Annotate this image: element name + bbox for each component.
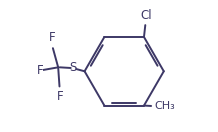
Text: S: S [70, 62, 77, 74]
Text: F: F [56, 90, 63, 103]
Text: Cl: Cl [140, 9, 152, 22]
Text: CH₃: CH₃ [154, 101, 175, 111]
Text: F: F [37, 64, 44, 77]
Text: F: F [49, 31, 55, 44]
